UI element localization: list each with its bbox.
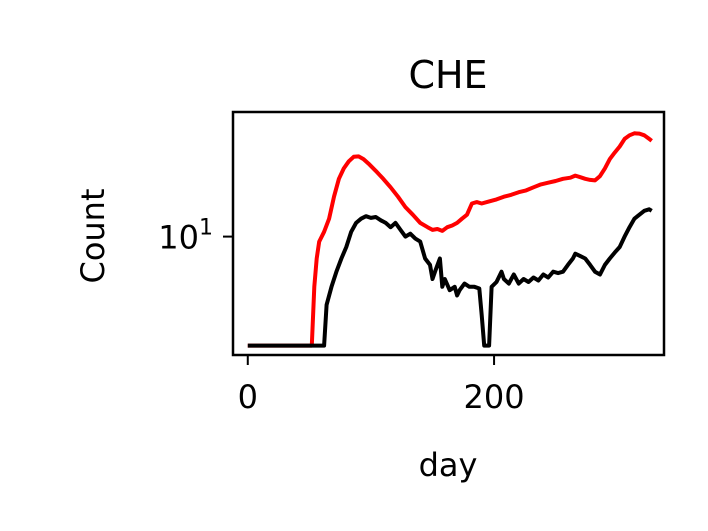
y-tick-label: 101	[158, 216, 213, 257]
x-tick-label: 200	[464, 378, 525, 416]
x-axis-label: day	[419, 446, 478, 484]
y-axis-label: Count	[74, 188, 112, 283]
plot-lines	[247, 131, 653, 348]
chart-title: CHE	[408, 53, 487, 97]
y-axis-ticks: 101	[158, 216, 233, 257]
series-line-1	[247, 131, 653, 348]
x-axis-ticks: 0 200	[238, 355, 525, 416]
y-tick-exponent: 1	[199, 216, 213, 241]
x-tick-label: 0	[238, 378, 258, 416]
plot-frame	[231, 110, 666, 357]
series-line-2	[247, 207, 653, 348]
